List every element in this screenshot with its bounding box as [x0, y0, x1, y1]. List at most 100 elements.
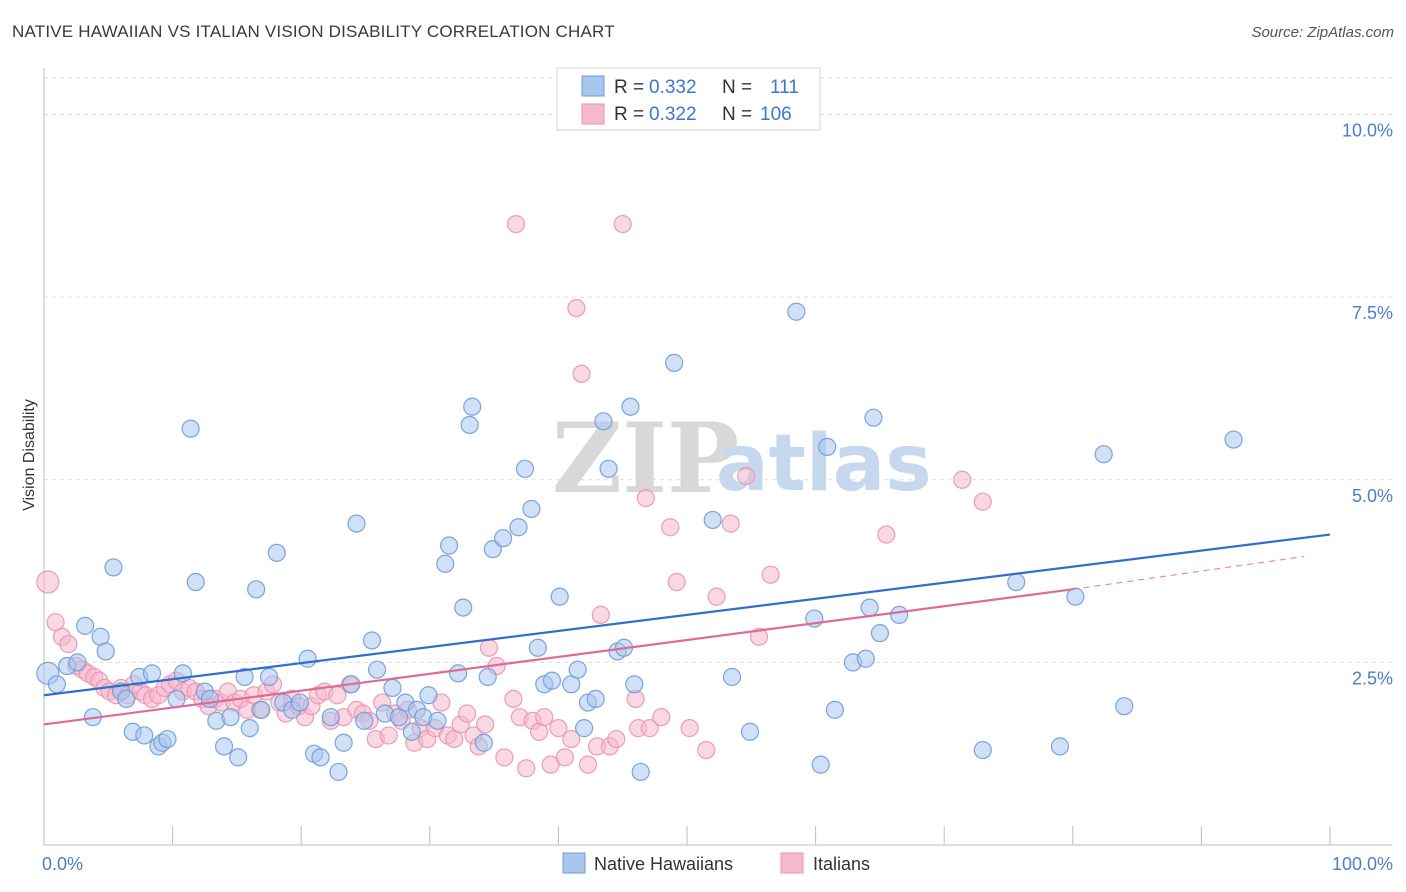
- native-hawaiian-point: [621, 397, 640, 416]
- legend-n-value: 111: [770, 77, 799, 98]
- axes: [43, 68, 1392, 846]
- native-hawaiian-point: [334, 733, 353, 752]
- italians-trend-extension: [1072, 555, 1305, 590]
- native-hawaiian-point: [267, 543, 286, 562]
- native-hawaiian-point: [463, 397, 482, 416]
- native-hawaiian-point: [494, 529, 513, 548]
- legend-swatch-blue: [581, 75, 605, 97]
- legend-r-label: R =: [614, 77, 644, 98]
- native-hawaiian-point: [383, 678, 402, 698]
- italian-point: [640, 719, 659, 738]
- native-hawaiian-point: [478, 667, 497, 687]
- native-hawaiian-point: [825, 700, 844, 719]
- native-hawaiian-point: [68, 653, 87, 672]
- italian-point: [517, 759, 536, 778]
- native-hawaiian-point: [355, 711, 374, 730]
- native-hawaiian-point: [229, 748, 248, 767]
- italian-point: [541, 755, 560, 774]
- italian-point: [652, 708, 671, 727]
- italian-point: [475, 715, 495, 734]
- native-hawaiian-point: [439, 536, 459, 555]
- italian-point: [495, 748, 514, 767]
- italian-point: [562, 729, 581, 749]
- grid-lines: [44, 77, 1392, 663]
- italian-point: [591, 605, 610, 625]
- italian-point: [549, 719, 568, 738]
- tick-labels: 2.5% 5.0% 7.5% 10.0% 0.0% 100.0%: [42, 121, 1393, 874]
- series-label-italians: Italians: [813, 854, 870, 874]
- italian-point: [877, 525, 896, 544]
- native-hawaiian-point: [135, 726, 154, 745]
- legend-r-label: R =: [614, 104, 644, 125]
- native-hawaiian-point: [104, 558, 123, 577]
- italian-point: [578, 755, 598, 774]
- native-hawaiian-point: [167, 689, 186, 709]
- native-hawaiian-point: [1115, 697, 1134, 716]
- native-hawaiian-point: [96, 642, 115, 661]
- native-hawaiian-point: [436, 554, 455, 573]
- native-hawaiian-point: [509, 518, 528, 537]
- native-hawaiian-point: [973, 740, 992, 760]
- legend-n-label: N =: [722, 104, 752, 125]
- native-hawaiian-point: [528, 638, 547, 657]
- native-hawaiian-point: [448, 664, 468, 683]
- native-hawaiian-point: [47, 675, 66, 694]
- native-hawaiian-point: [787, 302, 806, 321]
- native-hawaiian-point: [419, 686, 438, 705]
- native-hawaiian-point: [460, 415, 479, 435]
- native-hawaiian-point: [870, 624, 890, 643]
- italian-point: [59, 635, 78, 654]
- series-label-native-hawaiians: Native Hawaiians: [594, 854, 733, 874]
- native-hawaiian-point: [631, 762, 650, 782]
- italian-point: [457, 704, 477, 723]
- series-swatch-italians: [780, 852, 804, 874]
- native-hawaiian-point: [321, 708, 340, 727]
- native-hawaiian-point: [1007, 572, 1026, 592]
- y-tick-label: 5.0%: [1352, 486, 1393, 506]
- source-credit: Source: ZipAtlas.com: [1251, 24, 1394, 41]
- trend-lines: [43, 533, 1331, 726]
- native-hawaiian-point: [247, 580, 266, 599]
- italian-point: [36, 570, 60, 594]
- native-hawaiian-point: [1066, 587, 1085, 606]
- native-hawaiian-point: [1224, 430, 1243, 449]
- italian-point: [680, 719, 699, 738]
- italians-trend-line: [43, 588, 1073, 726]
- series-swatch-native-hawaiians: [562, 852, 586, 874]
- native-hawaiian-point: [362, 631, 382, 650]
- native-hawaiian-point: [214, 737, 234, 756]
- y-tick-label: 10.0%: [1342, 121, 1393, 141]
- italian-point: [479, 638, 499, 657]
- italian-point: [697, 740, 716, 760]
- y-axis-title: Vision Disability: [21, 399, 38, 511]
- native-hawaiian-point: [298, 649, 317, 668]
- native-hawaiian-point: [599, 459, 618, 478]
- italian-point: [707, 587, 726, 606]
- italian-point: [572, 364, 591, 383]
- native-hawaiian-point: [347, 514, 366, 533]
- legend-n-value: 106: [760, 104, 792, 125]
- native-hawaiian-point: [625, 675, 644, 694]
- native-hawaiian-point: [259, 667, 279, 687]
- native-hawaiian-point: [890, 605, 909, 625]
- native-hawaiian-point: [1050, 737, 1070, 756]
- native-hawaiian-point: [864, 408, 883, 427]
- native-hawaiian-point: [428, 711, 447, 730]
- y-tick-label: 2.5%: [1352, 668, 1393, 688]
- x-tick-label: 0.0%: [42, 854, 83, 874]
- italian-point: [761, 565, 780, 584]
- italian-point: [749, 627, 769, 646]
- native-hawaiian-point: [860, 598, 879, 617]
- native-hawaiian-point: [568, 660, 587, 679]
- italian-point: [737, 467, 756, 486]
- native-hawaiian-point: [474, 733, 493, 752]
- native-hawaiian-point: [594, 412, 613, 431]
- native-hawaiian-point: [522, 499, 541, 519]
- y-tick-label: 7.5%: [1352, 303, 1393, 323]
- native-hawaiian-point: [117, 689, 136, 709]
- native-hawaiians-trend-line: [43, 533, 1331, 697]
- italian-point: [636, 488, 655, 508]
- native-hawaiian-point: [240, 719, 259, 738]
- watermark-atlas: atlas: [716, 419, 932, 509]
